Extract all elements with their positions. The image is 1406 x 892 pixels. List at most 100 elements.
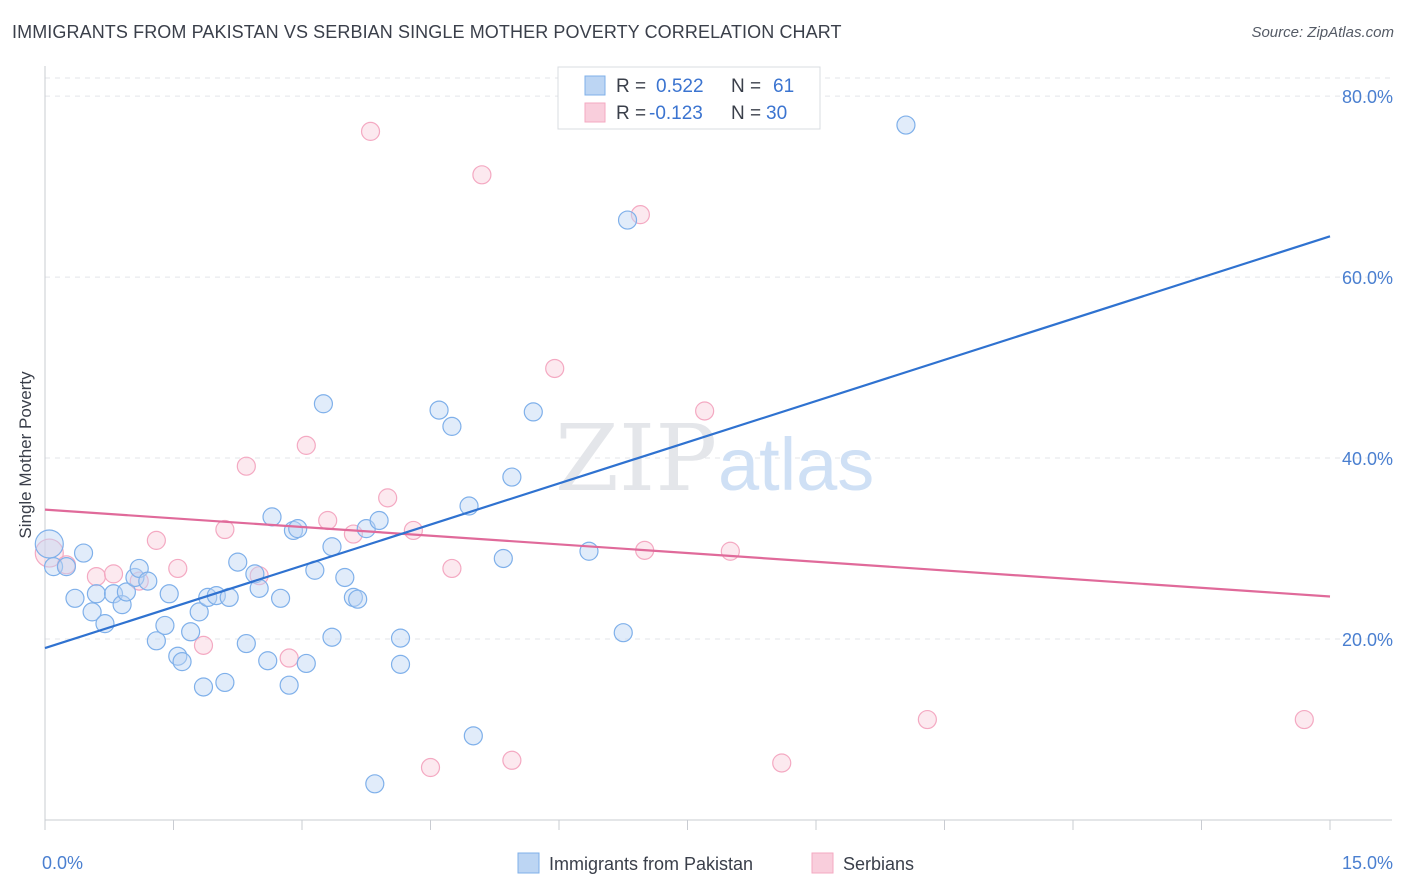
serbians-point-0: [34, 538, 64, 568]
pakistan-point-14: [146, 631, 166, 651]
serbians-point-25: [695, 401, 715, 421]
serbians-point-29: [1294, 709, 1314, 730]
serbians-point-19: [442, 558, 462, 579]
pakistan-point-15: [155, 615, 175, 636]
y-tick-label-1: 40.0%: [1342, 449, 1393, 469]
watermark: ZIP atlas: [555, 405, 874, 512]
serbians-point-16: [378, 488, 398, 508]
legend-n-label-serbians: N =: [731, 103, 761, 124]
pakistan-point-30: [258, 651, 278, 671]
pakistan-point-45: [369, 510, 389, 531]
pakistan-point-48: [390, 654, 411, 674]
x-tick-labels: 0.0% 15.0%: [42, 853, 1393, 873]
pakistan-point-35: [288, 519, 308, 539]
legend-box: R = 0.522 N = 61 R = -0.123 N = 30: [557, 66, 821, 130]
pakistan-point-32: [270, 588, 291, 608]
serbians-point-23: [630, 205, 650, 225]
y-tick-label-2: 60.0%: [1342, 268, 1393, 288]
pakistan-point-21: [193, 677, 214, 697]
serbians-point-3: [103, 564, 124, 584]
pakistan-point-6: [86, 584, 107, 604]
pakistan-point-53: [493, 548, 513, 569]
legend-swatch-pakistan: [584, 75, 606, 96]
pakistan-point-33: [279, 675, 299, 695]
serbians-point-5: [146, 530, 166, 550]
serbians-point-22: [545, 358, 565, 379]
pakistan-point-52: [463, 726, 483, 746]
legend-r-label-serbians: R =: [616, 103, 646, 124]
x-tick-label-0: 0.0%: [42, 853, 83, 873]
pakistan-point-58: [617, 210, 638, 230]
serbians-point-7: [193, 635, 214, 655]
pakistan-point-13: [138, 571, 158, 591]
pakistan-point-3: [73, 543, 94, 563]
pakistan-point-41: [335, 567, 355, 588]
bottom-legend-swatch-serbians: [811, 852, 834, 874]
serbians-point-13: [318, 510, 338, 531]
bottom-legend-label-serbians: Serbians: [843, 854, 914, 874]
pakistan-point-59: [896, 115, 916, 135]
serbians-point-20: [472, 165, 492, 185]
pakistan-point-4: [65, 588, 85, 608]
y-axis-label: Single Mother Poverty: [16, 371, 35, 539]
pakistan-point-39: [322, 627, 342, 647]
bottom-legend: Immigrants from Pakistan Serbians: [517, 852, 914, 874]
pakistan-point-50: [442, 416, 462, 436]
legend-n-value-pakistan: 61: [773, 76, 794, 97]
pakistan-point-20: [189, 602, 209, 622]
trend-lines: [44, 235, 1331, 650]
serbians-point-9: [236, 456, 256, 476]
serbians-trend-line: [44, 508, 1331, 598]
legend-n-label-pakistan: N =: [731, 76, 761, 97]
axes: [44, 66, 1392, 830]
legend-swatch-serbians: [584, 102, 606, 123]
serbians-point-12: [296, 435, 316, 455]
pakistan-point-49: [429, 400, 449, 420]
serbians-point-18: [420, 757, 441, 778]
serbians-point-26: [720, 541, 740, 561]
pakistan-point-36: [296, 653, 316, 674]
pakistan-trend-line: [44, 235, 1331, 650]
pakistan-point-5: [82, 602, 102, 622]
pakistan-point-38: [313, 394, 334, 414]
source-label: Source: ZipAtlas.com: [1251, 24, 1394, 41]
pakistan-point-18: [172, 652, 192, 672]
serbians-point-11: [279, 648, 299, 668]
pakistan-point-19: [181, 622, 201, 642]
y-tick-label-3: 80.0%: [1342, 87, 1393, 107]
bottom-legend-swatch-pakistan: [517, 852, 540, 874]
pakistan-point-31: [262, 507, 282, 527]
legend-r-label-pakistan: R =: [616, 76, 646, 97]
pakistan-point-11: [125, 567, 145, 588]
pakistan-point-54: [502, 467, 522, 487]
pakistan-point-16: [159, 584, 179, 604]
pakistan-point-47: [390, 628, 411, 648]
legend-r-value-pakistan: 0.522: [656, 76, 704, 97]
pakistan-point-2: [56, 557, 77, 577]
pakistan-point-27: [236, 633, 256, 654]
pakistan-point-0: [34, 529, 64, 559]
pakistan-point-9: [112, 595, 132, 615]
legend-r-value-serbians: -0.123: [649, 103, 703, 124]
serbians-point-21: [502, 750, 522, 770]
pakistan-point-46: [365, 774, 385, 794]
series-pakistan-points: [34, 115, 916, 794]
y-tick-labels: 20.0% 40.0% 60.0% 80.0%: [1342, 87, 1393, 650]
chart-title: IMMIGRANTS FROM PAKISTAN VS SERBIAN SING…: [12, 22, 842, 42]
pakistan-point-55: [523, 402, 543, 422]
pakistan-point-10: [116, 582, 136, 602]
pakistan-point-43: [348, 589, 368, 609]
serbians-point-8: [215, 519, 235, 540]
serbians-point-2: [86, 566, 107, 587]
x-tick-label-1: 15.0%: [1342, 853, 1393, 873]
serbians-point-6: [168, 558, 188, 579]
serbians-point-15: [360, 121, 381, 141]
legend-n-value-serbians: 30: [766, 103, 787, 124]
watermark-atlas: atlas: [718, 423, 874, 506]
serbians-point-27: [772, 753, 792, 773]
pakistan-point-57: [613, 623, 633, 643]
pakistan-point-24: [215, 672, 235, 693]
serbians-point-28: [917, 709, 937, 730]
y-tick-label-0: 20.0%: [1342, 630, 1393, 650]
